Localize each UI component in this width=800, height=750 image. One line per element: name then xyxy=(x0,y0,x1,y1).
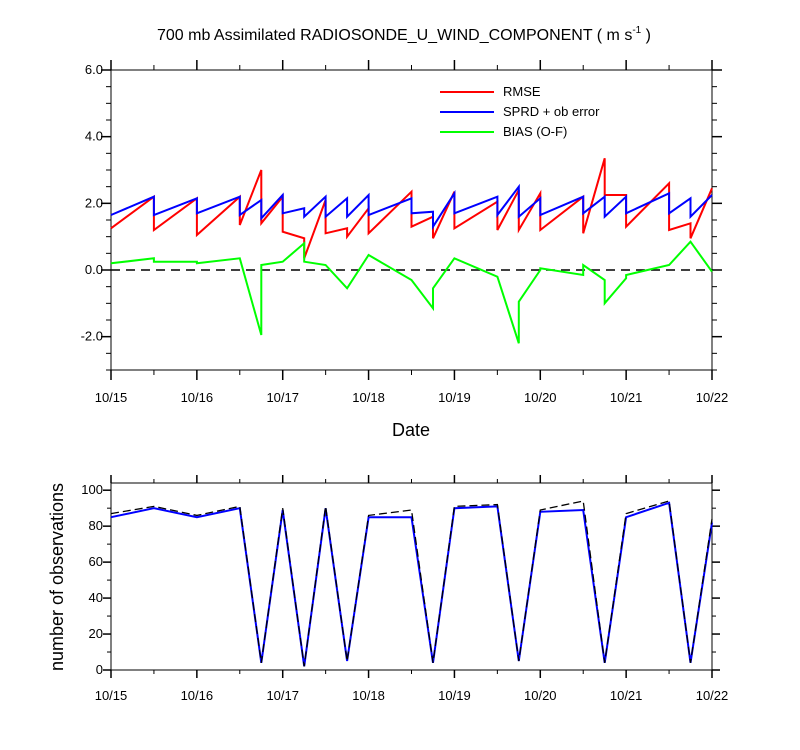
x-tick-label: 10/21 xyxy=(610,390,643,405)
x-tick-label: 10/19 xyxy=(438,688,471,703)
y-tick-label: 40 xyxy=(89,590,103,605)
x-tick-label: 10/20 xyxy=(524,390,557,405)
chart-title-main: 700 mb Assimilated RADIOSONDE_U_WIND_COM… xyxy=(157,27,632,44)
top-plot-x-tick-labels: 10/15 10/16 10/17 10/18 10/19 10/20 10/21 10/22 xyxy=(95,390,729,405)
x-axis-title: Date xyxy=(392,420,430,440)
bottom-plot-x-tick-labels: 10/15 10/16 10/17 10/18 10/19 10/20 10/21 10/22 xyxy=(95,688,729,703)
x-tick-label: 10/19 xyxy=(438,390,471,405)
x-tick-label: 10/15 xyxy=(95,390,128,405)
x-tick-label: 10/20 xyxy=(524,688,557,703)
bottom-plot-series xyxy=(110,500,713,667)
y-tick-label: -2.0 xyxy=(81,329,103,344)
x-tick-label: 10/16 xyxy=(181,390,214,405)
legend: RMSE SPRD + ob error BIAS (O-F) xyxy=(440,84,600,139)
x-tick-label: 10/18 xyxy=(352,688,385,703)
series-line-possible-observations xyxy=(110,500,713,667)
series-line-assimilated-observations xyxy=(110,501,713,667)
bottom-plot-ticks xyxy=(103,475,720,678)
chart-title-superscript: -1 xyxy=(632,25,641,36)
y-tick-label: 80 xyxy=(89,518,103,533)
y-tick-label: 20 xyxy=(89,626,103,641)
legend-label-rmse: RMSE xyxy=(503,84,541,99)
x-tick-label: 10/17 xyxy=(266,390,299,405)
y-tick-label: 4.0 xyxy=(85,129,103,144)
top-plot-y-tick-labels: 6.0 4.0 2.0 0.0 -2.0 xyxy=(81,62,103,344)
legend-label-bias: BIAS (O-F) xyxy=(503,124,567,139)
x-tick-label: 10/17 xyxy=(266,688,299,703)
bottom-plot-y-tick-labels: 100 80 60 40 20 0 xyxy=(81,482,103,677)
y-tick-label: 100 xyxy=(81,482,103,497)
chart-title-close: ) xyxy=(641,27,651,44)
series-line-bias-o-f xyxy=(110,240,713,344)
y-tick-label: 60 xyxy=(89,554,103,569)
x-tick-label: 10/22 xyxy=(696,390,729,405)
series-line-rmse xyxy=(110,158,713,259)
x-tick-label: 10/16 xyxy=(181,688,214,703)
x-tick-label: 10/21 xyxy=(610,688,643,703)
x-tick-label: 10/22 xyxy=(696,688,729,703)
y-tick-label: 0 xyxy=(96,662,103,677)
top-plot-ticks xyxy=(101,60,722,380)
top-plot-series xyxy=(110,158,713,344)
y-tick-label: 2.0 xyxy=(85,195,103,210)
series-line-sprd-ob-error xyxy=(110,183,713,231)
x-tick-label: 10/15 xyxy=(95,688,128,703)
y-axis-title: number of observations xyxy=(47,483,67,671)
bottom-plot-frame xyxy=(110,482,713,671)
x-tick-label: 10/18 xyxy=(352,390,385,405)
y-tick-label: 0.0 xyxy=(85,262,103,277)
chart-title: 700 mb Assimilated RADIOSONDE_U_WIND_COM… xyxy=(157,25,651,44)
y-tick-label: 6.0 xyxy=(85,62,103,77)
top-plot: 6.04.02.00.0-2.0 10/15 10/16 10/17 10/18 10/… xyxy=(81,60,729,440)
legend-label-sprd: SPRD + ob error xyxy=(503,104,600,119)
